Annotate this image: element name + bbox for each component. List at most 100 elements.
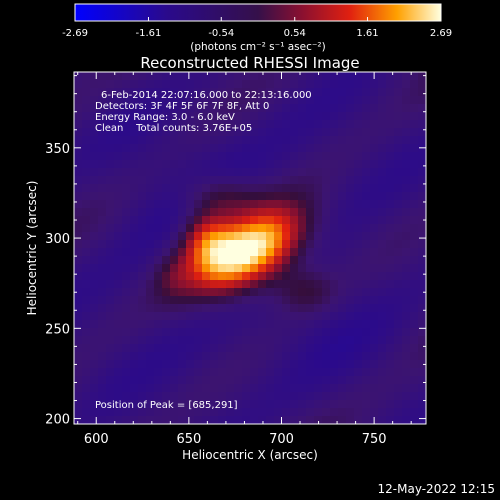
heatmap-cell [74,384,83,393]
heatmap-cell [114,200,123,209]
heatmap-cell [194,184,203,193]
heatmap-cell [98,392,107,401]
heatmap-cell [82,400,91,409]
heatmap-cell [178,376,187,385]
heatmap-cell [274,128,283,137]
heatmap-cell [154,304,163,313]
heatmap-cell [306,288,315,297]
heatmap-cell [258,344,267,353]
heatmap-cell [154,168,163,177]
heatmap-cell [322,120,331,129]
heatmap-cell [90,240,99,249]
heatmap-cell [282,400,291,409]
heatmap-cell [130,72,139,81]
heatmap-cell [266,360,275,369]
heatmap-cell [234,240,243,249]
heatmap-cell [178,232,187,241]
heatmap-cell [306,160,315,169]
heatmap-cell [394,160,403,169]
heatmap-cell [250,312,259,321]
heatmap-cell [178,360,187,369]
heatmap-cell [402,304,411,313]
heatmap-cell [74,392,83,401]
heatmap-cell [242,192,251,201]
heatmap-cell [130,272,139,281]
heatmap-cell [282,408,291,417]
heatmap-cell [250,384,259,393]
heatmap-cell [106,264,115,273]
heatmap-cell [266,312,275,321]
heatmap-cell [378,144,387,153]
heatmap-cell [154,96,163,105]
heatmap-cell [394,144,403,153]
heatmap-cell [418,384,426,393]
heatmap-cell [402,328,411,337]
heatmap-cell [274,312,283,321]
heatmap-cell [370,240,379,249]
heatmap-cell [338,352,347,361]
heatmap-cell [306,128,315,137]
heatmap-cell [298,240,307,249]
heatmap-cell [266,328,275,337]
heatmap-cell [138,232,147,241]
heatmap-cell [170,104,179,113]
heatmap-cell [186,344,195,353]
heatmap-cell [394,272,403,281]
heatmap-cell [106,72,115,81]
heatmap-cell [210,272,219,281]
heatmap-cell [314,208,323,217]
heatmap-cell [330,400,339,409]
heatmap-cell [290,304,299,313]
heatmap-cell [322,192,331,201]
heatmap-cell [90,88,99,97]
heatmap-cell [354,392,363,401]
heatmap-cell [194,248,203,257]
heatmap-cell [106,320,115,329]
heatmap-cell [194,384,203,393]
heatmap-cell [330,208,339,217]
heatmap-cell [186,128,195,137]
heatmap-cell [314,264,323,273]
heatmap-cell [338,416,347,424]
heatmap-cell [314,184,323,193]
x-tick-label: 750 [362,432,387,447]
heatmap-cell [242,256,251,265]
heatmap-cell [186,384,195,393]
heatmap-cell [170,120,179,129]
heatmap-cell [90,336,99,345]
heatmap-cell [194,72,203,81]
heatmap-cell [234,248,243,257]
heatmap-cell [274,120,283,129]
heatmap-cell [386,104,395,113]
heatmap-cell [130,208,139,217]
heatmap-cell [90,344,99,353]
heatmap-cell [402,112,411,121]
heatmap-cell [202,128,211,137]
heatmap-cell [202,264,211,273]
heatmap-cell [114,160,123,169]
heatmap-cell [202,248,211,257]
heatmap-cell [202,288,211,297]
heatmap-cell [402,392,411,401]
heatmap-cell [154,328,163,337]
heatmap-cell [338,312,347,321]
heatmap-cell [178,344,187,353]
heatmap-cell [314,288,323,297]
heatmap-cell [162,240,171,249]
heatmap-cell [178,296,187,305]
heatmap-cell [234,216,243,225]
heatmap-cell [74,408,83,417]
heatmap-cell [354,416,363,424]
colorbar-tick-label: 2.69 [430,28,452,39]
heatmap-cell [402,144,411,153]
heatmap-cell [354,280,363,289]
heatmap-cell [290,296,299,305]
heatmap-cell [410,352,419,361]
heatmap-cell [122,352,131,361]
heatmap-cell [194,224,203,233]
heatmap-cell [322,312,331,321]
heatmap-cell [106,144,115,153]
heatmap-cell [386,344,395,353]
heatmap-cell [98,360,107,369]
heatmap-cell [186,96,195,105]
